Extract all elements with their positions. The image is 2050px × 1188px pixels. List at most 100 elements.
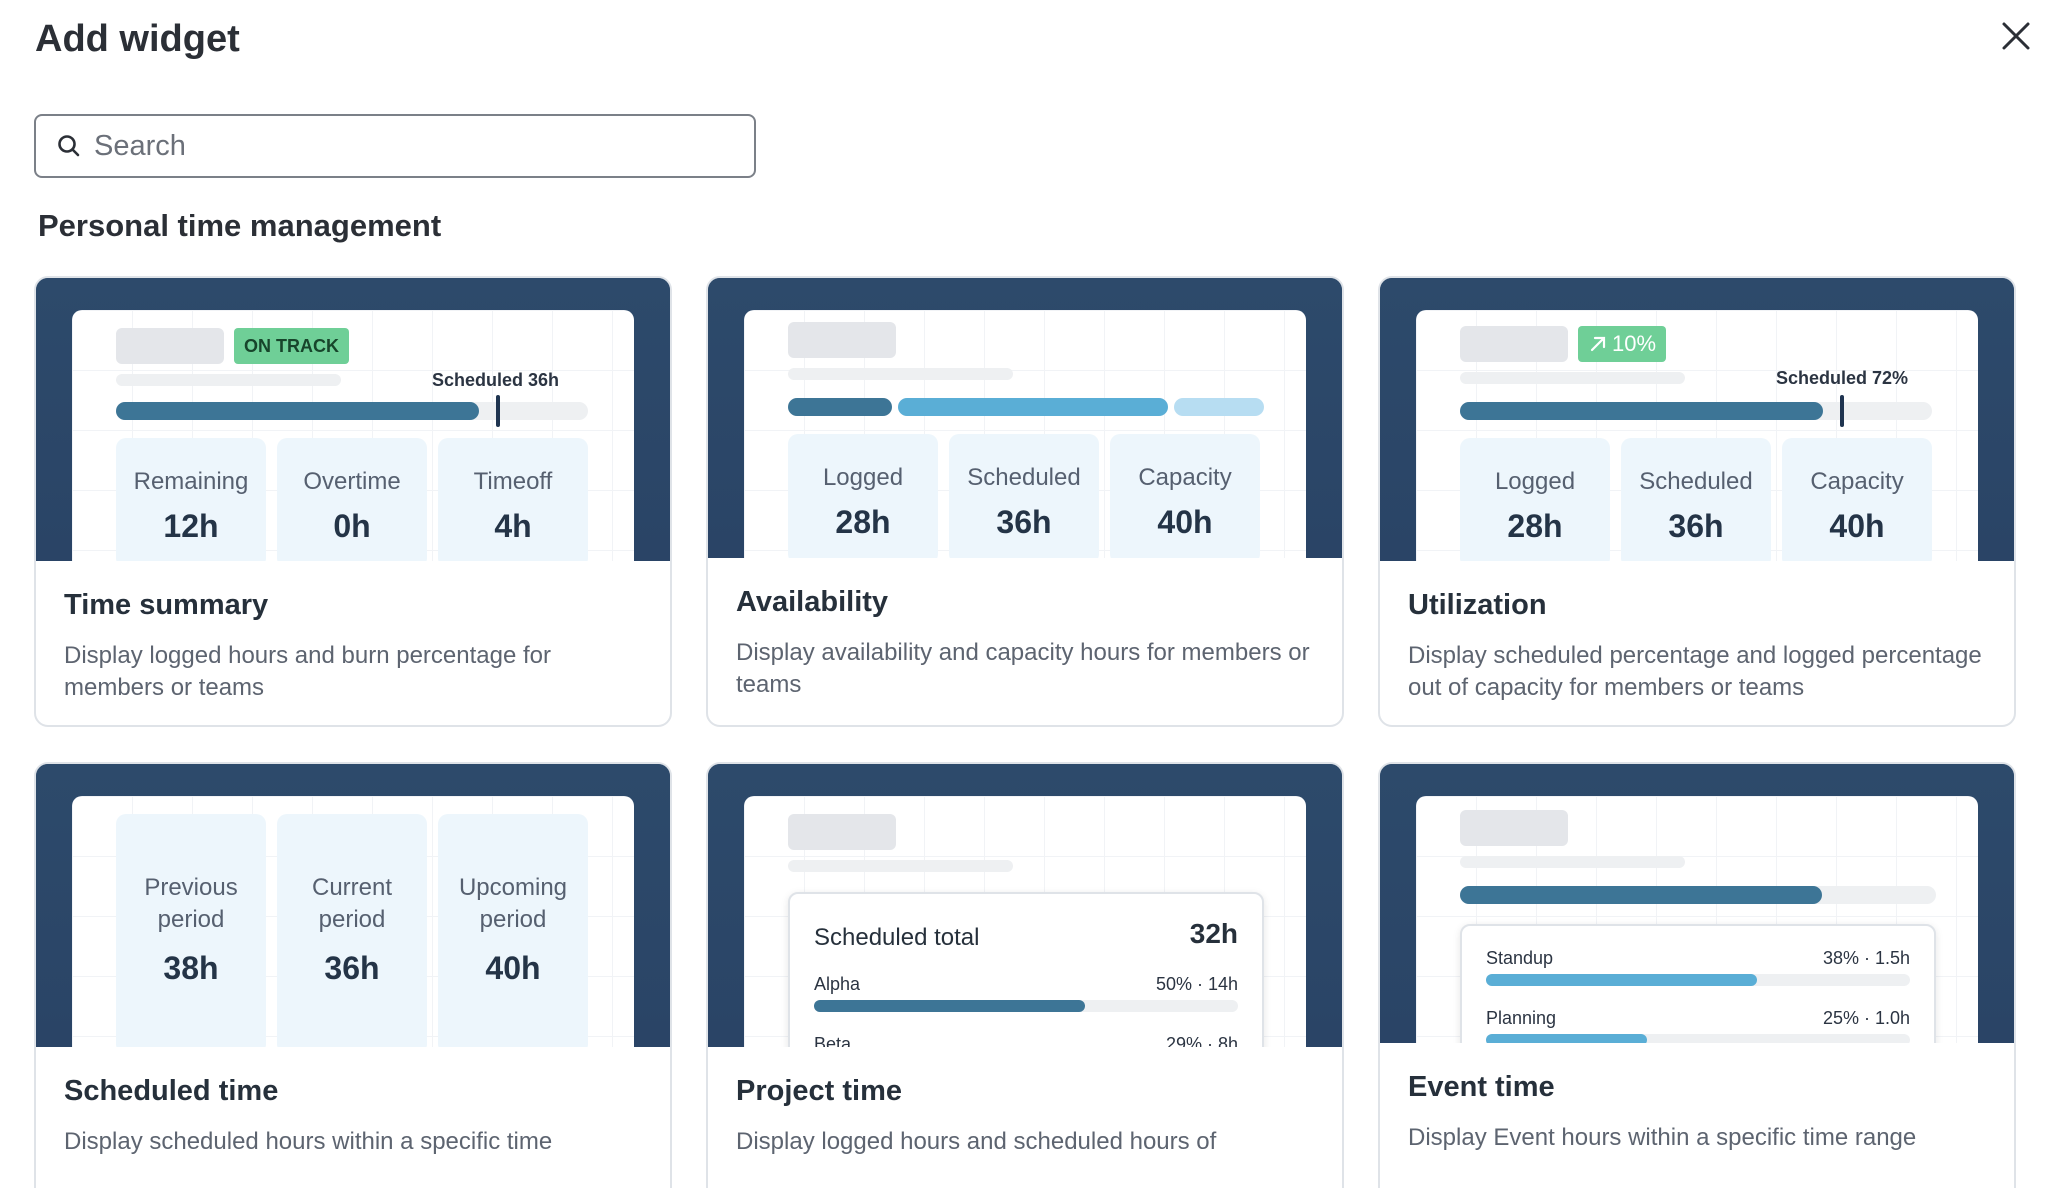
placeholder-block	[788, 814, 896, 850]
status-badge: ON TRACK	[234, 328, 349, 364]
progress-fill	[1460, 402, 1824, 420]
widget-preview: Scheduled total 32h Alpha 50% · 14h Beta…	[708, 764, 1342, 1047]
widget-card-time-summary[interactable]: ON TRACK Scheduled 36h Remaining 12h Ove…	[34, 276, 672, 727]
widget-description: Display scheduled percentage and logged …	[1408, 642, 1982, 701]
event-fill	[1460, 886, 1822, 904]
stat-value: 36h	[1668, 508, 1724, 544]
row-value: 38% · 1.5h	[1822, 948, 1910, 968]
stat-timeoff: Timeoff 4h	[438, 438, 588, 561]
scheduled-marker	[496, 395, 500, 427]
event-track	[1460, 886, 1936, 904]
event-breakdown-popover: Standup 38% · 1.5h Planning 25% · 1.0h	[1460, 924, 1936, 1043]
widget-title: Scheduled time	[64, 1075, 279, 1107]
stat-value: 0h	[333, 508, 371, 544]
widget-preview: ON TRACK Scheduled 36h Remaining 12h Ove…	[36, 278, 670, 561]
row-track	[1486, 974, 1910, 986]
stat-label: Timeoff	[473, 468, 553, 495]
widget-card-project-time[interactable]: Scheduled total 32h Alpha 50% · 14h Beta…	[706, 762, 1344, 1188]
widget-card-availability[interactable]: Logged 28h Scheduled 36h Capacity 40h Av…	[706, 276, 1344, 727]
row-label: Alpha	[814, 974, 861, 994]
widget-title: Utilization	[1408, 589, 1547, 621]
placeholder-line	[788, 368, 1013, 380]
stat-value: 36h	[996, 504, 1052, 540]
row-track	[814, 1000, 1238, 1012]
stat-value: 36h	[324, 950, 380, 986]
row-value: 29% · 8h	[1165, 1034, 1238, 1047]
popover-title: Scheduled total	[814, 924, 980, 951]
stat-label: Scheduled	[967, 464, 1081, 491]
stat-label: Current period	[311, 874, 393, 933]
row-label: Planning	[1486, 1008, 1557, 1028]
stat-scheduled: Scheduled 36h	[1621, 438, 1771, 561]
widget-title: Time summary	[64, 589, 269, 621]
placeholder-line	[1460, 856, 1685, 868]
widget-card-utilization[interactable]: 10% Scheduled 72% Logged 28h Scheduled 3…	[1378, 276, 2016, 727]
progress-fill	[116, 402, 480, 420]
stat-value: 40h	[485, 950, 541, 986]
search-input[interactable]	[94, 129, 734, 163]
progress-track	[116, 402, 588, 420]
stat-label: Capacity	[1138, 464, 1232, 491]
stat-value: 4h	[494, 508, 532, 544]
widget-card-scheduled-time[interactable]: Previous period 38h Current period 36h U…	[34, 762, 672, 1188]
widget-title: Event time	[1408, 1071, 1555, 1103]
widget-description: Display availability and capacity hours …	[736, 639, 1310, 698]
stat-value: 40h	[1829, 508, 1885, 544]
widget-preview: 10% Scheduled 72% Logged 28h Scheduled 3…	[1380, 278, 2014, 561]
stat-label: Upcoming period	[458, 874, 568, 933]
stat-label: Logged	[822, 464, 904, 491]
stat-label: Capacity	[1810, 468, 1904, 495]
widget-preview: Standup 38% · 1.5h Planning 25% · 1.0h	[1380, 764, 2014, 1043]
widget-description: Display scheduled hours within a specifi…	[64, 1128, 553, 1155]
stat-capacity: Capacity 40h	[1782, 438, 1932, 561]
popover-total: 32h	[1189, 918, 1238, 949]
stat-label: Logged	[1494, 468, 1576, 495]
row-track	[1486, 1034, 1910, 1043]
stat-previous-period: Previous period 38h	[116, 814, 266, 1047]
stat-label: Previous period	[144, 874, 238, 933]
logged-segment	[788, 398, 892, 416]
search-icon	[58, 135, 80, 157]
placeholder-block	[116, 328, 224, 364]
stat-value: 12h	[163, 508, 219, 544]
search-field[interactable]	[34, 114, 756, 178]
placeholder-block	[788, 322, 896, 358]
stat-value: 28h	[1507, 508, 1563, 544]
close-button[interactable]	[1992, 12, 2040, 60]
widget-description: Display Event hours within a specific ti…	[1408, 1124, 1917, 1151]
trend-value: 10%	[1612, 331, 1657, 356]
row-value: 50% · 14h	[1155, 974, 1238, 994]
stat-label: Scheduled	[1639, 468, 1753, 495]
scheduled-segment	[898, 398, 1168, 416]
row-fill	[1486, 974, 1758, 986]
row-value: 25% · 1.0h	[1822, 1008, 1910, 1028]
row-fill	[1486, 1034, 1648, 1043]
arrow-up-right-icon	[1590, 336, 1606, 352]
row-label: Beta	[814, 1034, 852, 1047]
widget-preview: Logged 28h Scheduled 36h Capacity 40h	[708, 278, 1342, 558]
stat-upcoming-period: Upcoming period 40h	[438, 814, 588, 1047]
widget-card-event-time[interactable]: Standup 38% · 1.5h Planning 25% · 1.0h E…	[1378, 762, 2016, 1188]
stat-remaining: Remaining 12h	[116, 438, 266, 561]
placeholder-line	[116, 374, 341, 386]
trend-badge: 10%	[1578, 326, 1667, 362]
widget-title: Availability	[736, 586, 889, 618]
widget-preview: Previous period 38h Current period 36h U…	[36, 764, 670, 1047]
marker-label: Scheduled 36h	[432, 370, 560, 390]
placeholder-block	[1460, 326, 1568, 362]
row-fill	[814, 1000, 1086, 1012]
widget-description: Display logged hours and scheduled hours…	[736, 1128, 1217, 1155]
stat-current-period: Current period 36h	[277, 814, 427, 1047]
stat-logged: Logged 28h	[1460, 438, 1610, 561]
progress-track	[1460, 402, 1932, 420]
widget-title: Project time	[736, 1075, 902, 1107]
marker-label: Scheduled 72%	[1776, 368, 1909, 388]
placeholder-line	[1460, 372, 1685, 384]
stat-label: Overtime	[303, 468, 401, 495]
scheduled-total-popover: Scheduled total 32h Alpha 50% · 14h Beta…	[788, 892, 1264, 1047]
placeholder-block	[1460, 810, 1568, 846]
stat-scheduled: Scheduled 36h	[949, 434, 1099, 558]
row-label: Standup	[1486, 948, 1554, 968]
stat-value: 38h	[163, 950, 219, 986]
stat-logged: Logged 28h	[788, 434, 938, 558]
